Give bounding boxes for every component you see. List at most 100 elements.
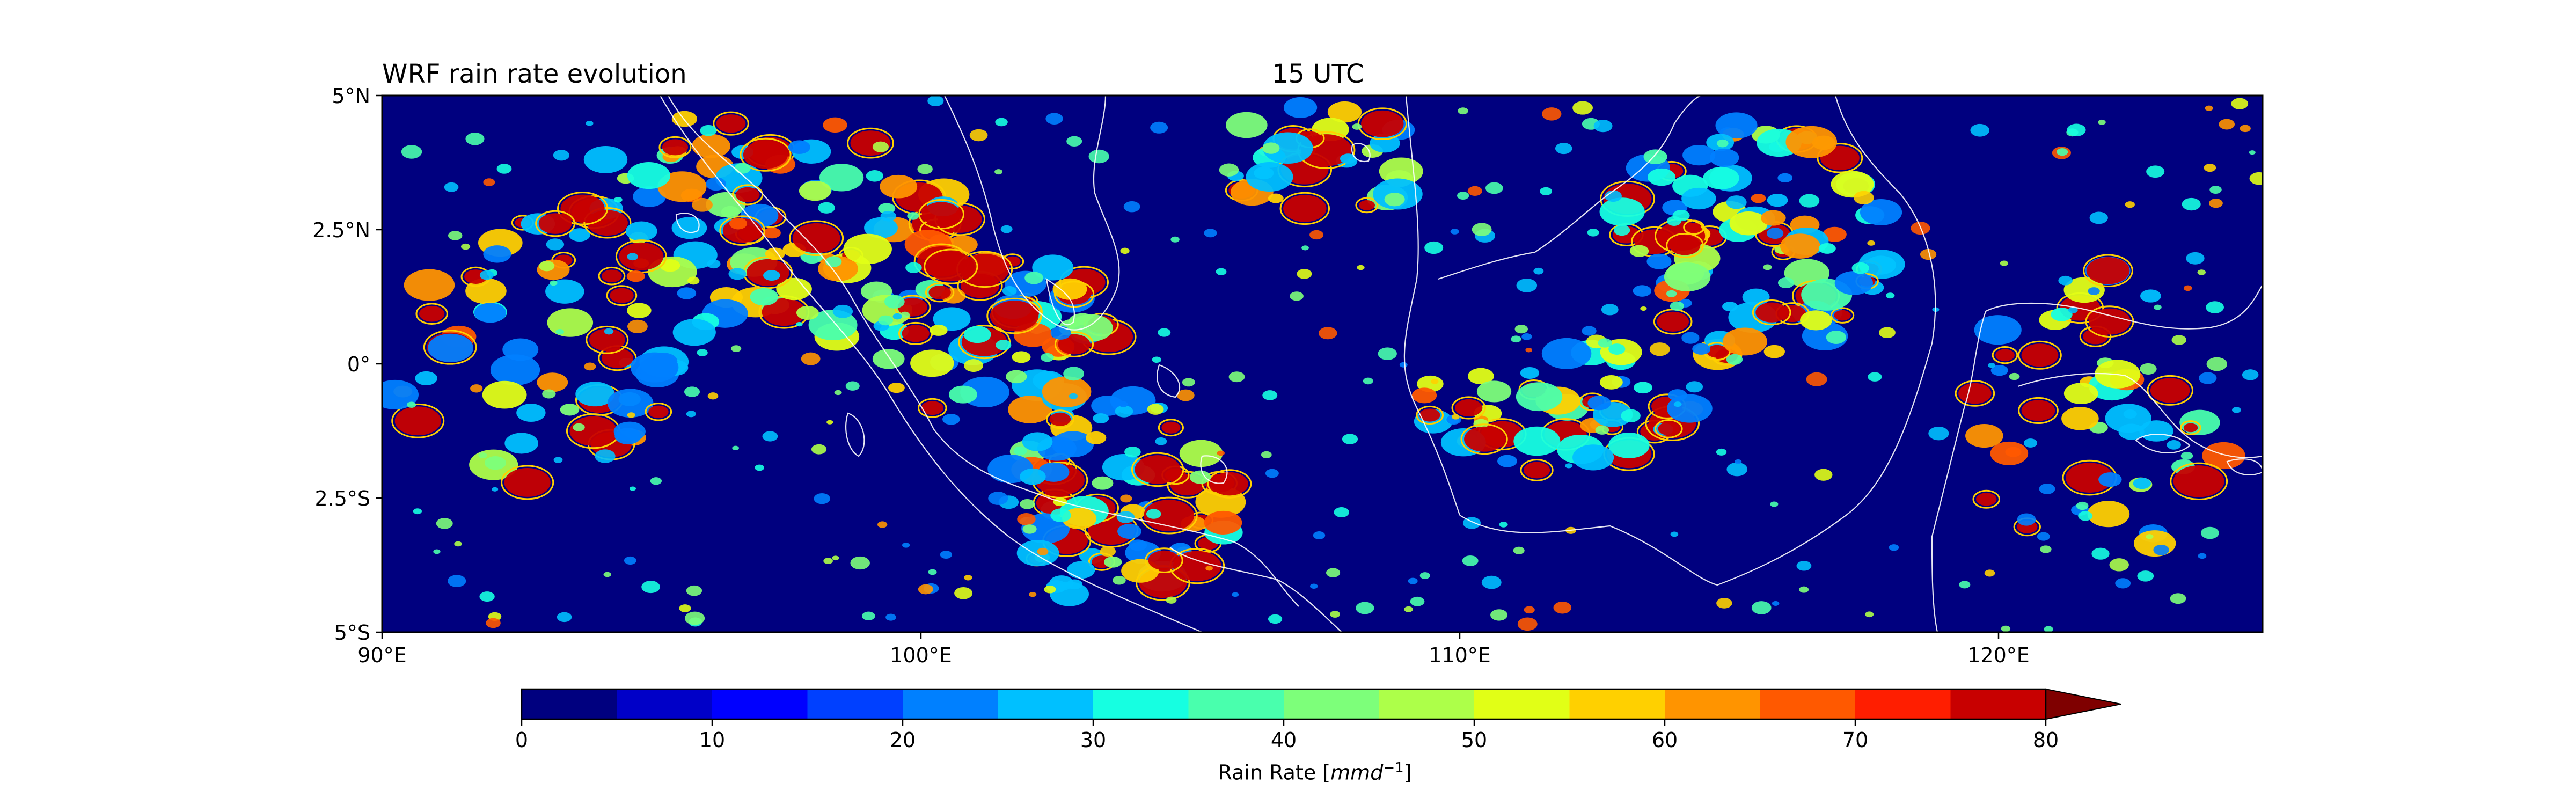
rain-cell-small xyxy=(2197,269,2206,275)
rain-cell-small xyxy=(1517,617,1538,631)
rain-cell-small xyxy=(707,392,719,400)
rain-cell xyxy=(2051,308,2073,321)
rain-cell xyxy=(547,308,594,337)
rain-cell xyxy=(639,356,677,380)
rain-cell xyxy=(633,186,666,207)
colorbar-tick-label: 70 xyxy=(1842,728,1869,752)
rain-cell-small xyxy=(1265,469,1279,478)
rain-cell-small xyxy=(1867,240,1876,246)
rain-cell-small xyxy=(1216,268,1227,275)
rain-cell-small xyxy=(1334,507,1349,517)
rain-cell-small xyxy=(1262,390,1278,400)
rain-cell-small xyxy=(1424,241,1444,254)
rain-cell-small xyxy=(478,452,487,458)
rain-cell-small xyxy=(969,129,988,142)
rain-cell-small xyxy=(1666,290,1677,297)
lon-tick-label: 100°E xyxy=(890,643,952,667)
rain-cell-small xyxy=(996,340,1012,350)
rain-cell xyxy=(1722,327,1767,356)
rain-cell xyxy=(1204,510,1242,535)
rain-cell-small xyxy=(413,508,422,515)
rain-cell-small xyxy=(2186,252,2205,265)
rain-cell-small xyxy=(706,177,726,191)
rain-cell-edge xyxy=(740,137,792,172)
rain-cell xyxy=(671,111,698,127)
rain-cell-edge xyxy=(1955,380,1995,407)
rain-cell xyxy=(716,114,746,133)
rain-cell xyxy=(1780,233,1820,259)
rain-cell-small xyxy=(1601,304,1619,316)
rain-cell-small xyxy=(2205,105,2213,111)
rain-cell-small xyxy=(1541,107,1562,121)
rain-cell-small xyxy=(1513,546,1525,554)
rain-cell xyxy=(1686,223,1701,232)
rain-cell xyxy=(2066,463,2114,493)
coastline-small-islands-5 xyxy=(2135,434,2191,454)
rain-cell-small xyxy=(1796,561,1812,571)
rain-cell xyxy=(560,404,580,416)
rain-cell-small xyxy=(832,304,853,318)
colorbar-tick-label: 80 xyxy=(2032,728,2059,752)
rain-cell-small xyxy=(573,423,585,431)
rain-cell-small xyxy=(1147,404,1164,415)
colorbar-tick-label: 60 xyxy=(1651,728,1678,752)
rain-cell-small xyxy=(1814,469,1833,481)
rain-cell xyxy=(1823,226,1847,242)
rain-cell xyxy=(589,328,625,352)
rain-cell xyxy=(1008,396,1052,423)
rain-cell-edge xyxy=(789,220,844,257)
rain-cell-small xyxy=(1219,163,1239,177)
rain-cell-edge xyxy=(1451,396,1486,420)
rain-cell xyxy=(796,305,819,320)
rain-cell xyxy=(648,405,669,419)
rain-cell-small xyxy=(1582,326,1597,336)
rain-cell-small xyxy=(629,486,636,491)
rain-cell-small xyxy=(755,464,764,471)
rain-cell-edge xyxy=(1830,307,1855,324)
rain-cell xyxy=(537,372,568,392)
rain-cell-small xyxy=(905,262,922,273)
rain-cell-edge xyxy=(1045,409,1074,429)
rain-cell xyxy=(819,164,864,192)
rain-cell xyxy=(672,319,716,346)
rain-cell xyxy=(928,286,951,299)
rain-cell-edge xyxy=(1752,299,1791,326)
rain-cell-small xyxy=(2076,501,2089,510)
colorbar-bin xyxy=(1379,689,1475,719)
rain-cell-small xyxy=(2037,532,2050,541)
rain-cell-small xyxy=(734,163,751,174)
rain-cell-small xyxy=(850,556,870,570)
rain-cell xyxy=(1102,453,1145,481)
colorbar-bin xyxy=(1569,689,1665,719)
rain-cell xyxy=(516,404,546,422)
rain-cell-small xyxy=(1124,446,1141,458)
rain-cell xyxy=(1062,508,1097,530)
rain-cell xyxy=(763,270,780,281)
rain-cell-small xyxy=(692,197,713,212)
rain-cell-small xyxy=(1262,142,1280,154)
colorbar-bin xyxy=(1188,689,1284,719)
rain-cell-small xyxy=(2209,186,2222,194)
rain-cell-small xyxy=(2204,164,2216,172)
rain-cell-small xyxy=(586,120,594,126)
coastline-small-islands-8 xyxy=(675,213,700,233)
rain-cell-small xyxy=(825,256,842,267)
rain-cell-small xyxy=(1041,353,1054,362)
rain-cell-small xyxy=(2115,578,2131,589)
rain-cell-small xyxy=(2089,211,2108,224)
rain-cell-small xyxy=(1356,602,1374,614)
rain-cell-small xyxy=(460,243,471,250)
rain-cell-small xyxy=(902,543,910,548)
rain-cell-small xyxy=(1013,446,1027,456)
rain-cell xyxy=(910,349,954,377)
rain-cell xyxy=(1067,561,1095,579)
rain-cell xyxy=(1541,338,1592,369)
lon-tick-label: 110°E xyxy=(1429,643,1491,667)
rain-cell-small xyxy=(1533,267,1544,275)
rain-cell-edge xyxy=(535,210,575,237)
rain-cell xyxy=(1990,365,2008,376)
coastline-small-islands-3 xyxy=(845,412,865,457)
rain-cell-edge xyxy=(719,215,766,246)
rain-cell xyxy=(1497,455,1517,467)
